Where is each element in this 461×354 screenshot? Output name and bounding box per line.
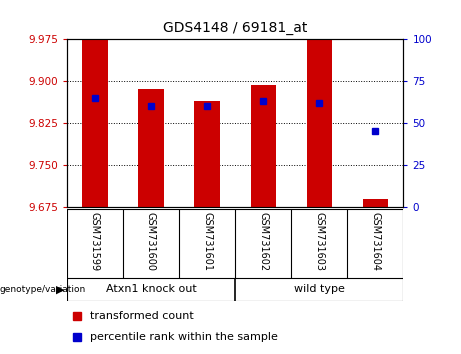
Text: GSM731601: GSM731601 <box>202 212 212 271</box>
Text: GSM731604: GSM731604 <box>370 212 380 271</box>
Text: percentile rank within the sample: percentile rank within the sample <box>90 332 278 342</box>
Bar <box>250 85 276 207</box>
Text: GSM731603: GSM731603 <box>314 212 324 271</box>
Text: GSM731599: GSM731599 <box>90 212 100 272</box>
Bar <box>82 39 107 207</box>
Text: wild type: wild type <box>294 284 345 295</box>
Title: GDS4148 / 69181_at: GDS4148 / 69181_at <box>163 21 307 35</box>
Text: Atxn1 knock out: Atxn1 knock out <box>106 284 196 295</box>
Bar <box>195 101 220 207</box>
Text: transformed count: transformed count <box>90 311 194 321</box>
Bar <box>363 199 388 207</box>
Bar <box>138 89 164 207</box>
Text: GSM731600: GSM731600 <box>146 212 156 271</box>
Text: GSM731602: GSM731602 <box>258 212 268 272</box>
Text: genotype/variation: genotype/variation <box>0 285 86 294</box>
Text: ▶: ▶ <box>56 284 65 295</box>
Bar <box>307 39 332 207</box>
